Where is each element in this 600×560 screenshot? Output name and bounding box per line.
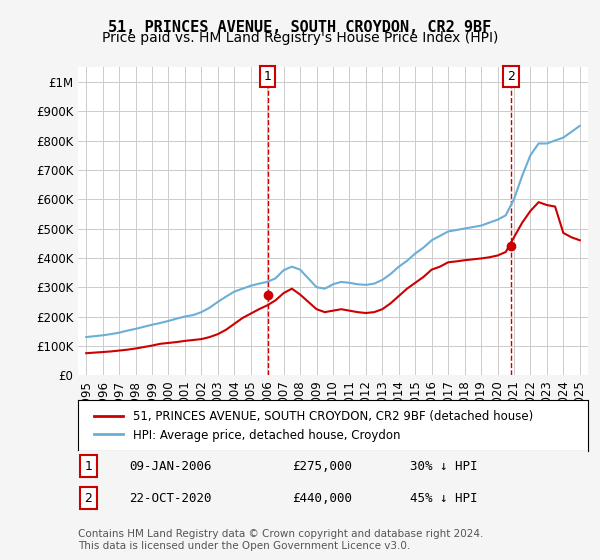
Text: 1: 1	[264, 70, 272, 83]
Text: £275,000: £275,000	[292, 460, 352, 473]
Text: 51, PRINCES AVENUE, SOUTH CROYDON, CR2 9BF: 51, PRINCES AVENUE, SOUTH CROYDON, CR2 9…	[109, 20, 491, 35]
Legend: 51, PRINCES AVENUE, SOUTH CROYDON, CR2 9BF (detached house), HPI: Average price,: 51, PRINCES AVENUE, SOUTH CROYDON, CR2 9…	[89, 405, 538, 446]
Text: Price paid vs. HM Land Registry's House Price Index (HPI): Price paid vs. HM Land Registry's House …	[102, 31, 498, 45]
Text: 30% ↓ HPI: 30% ↓ HPI	[409, 460, 477, 473]
Text: 1: 1	[84, 460, 92, 473]
Text: £440,000: £440,000	[292, 492, 352, 505]
Text: 2: 2	[84, 492, 92, 505]
Text: 45% ↓ HPI: 45% ↓ HPI	[409, 492, 477, 505]
Text: 22-OCT-2020: 22-OCT-2020	[129, 492, 212, 505]
Text: 2: 2	[507, 70, 515, 83]
Text: 09-JAN-2006: 09-JAN-2006	[129, 460, 212, 473]
Text: Contains HM Land Registry data © Crown copyright and database right 2024.
This d: Contains HM Land Registry data © Crown c…	[78, 529, 484, 551]
